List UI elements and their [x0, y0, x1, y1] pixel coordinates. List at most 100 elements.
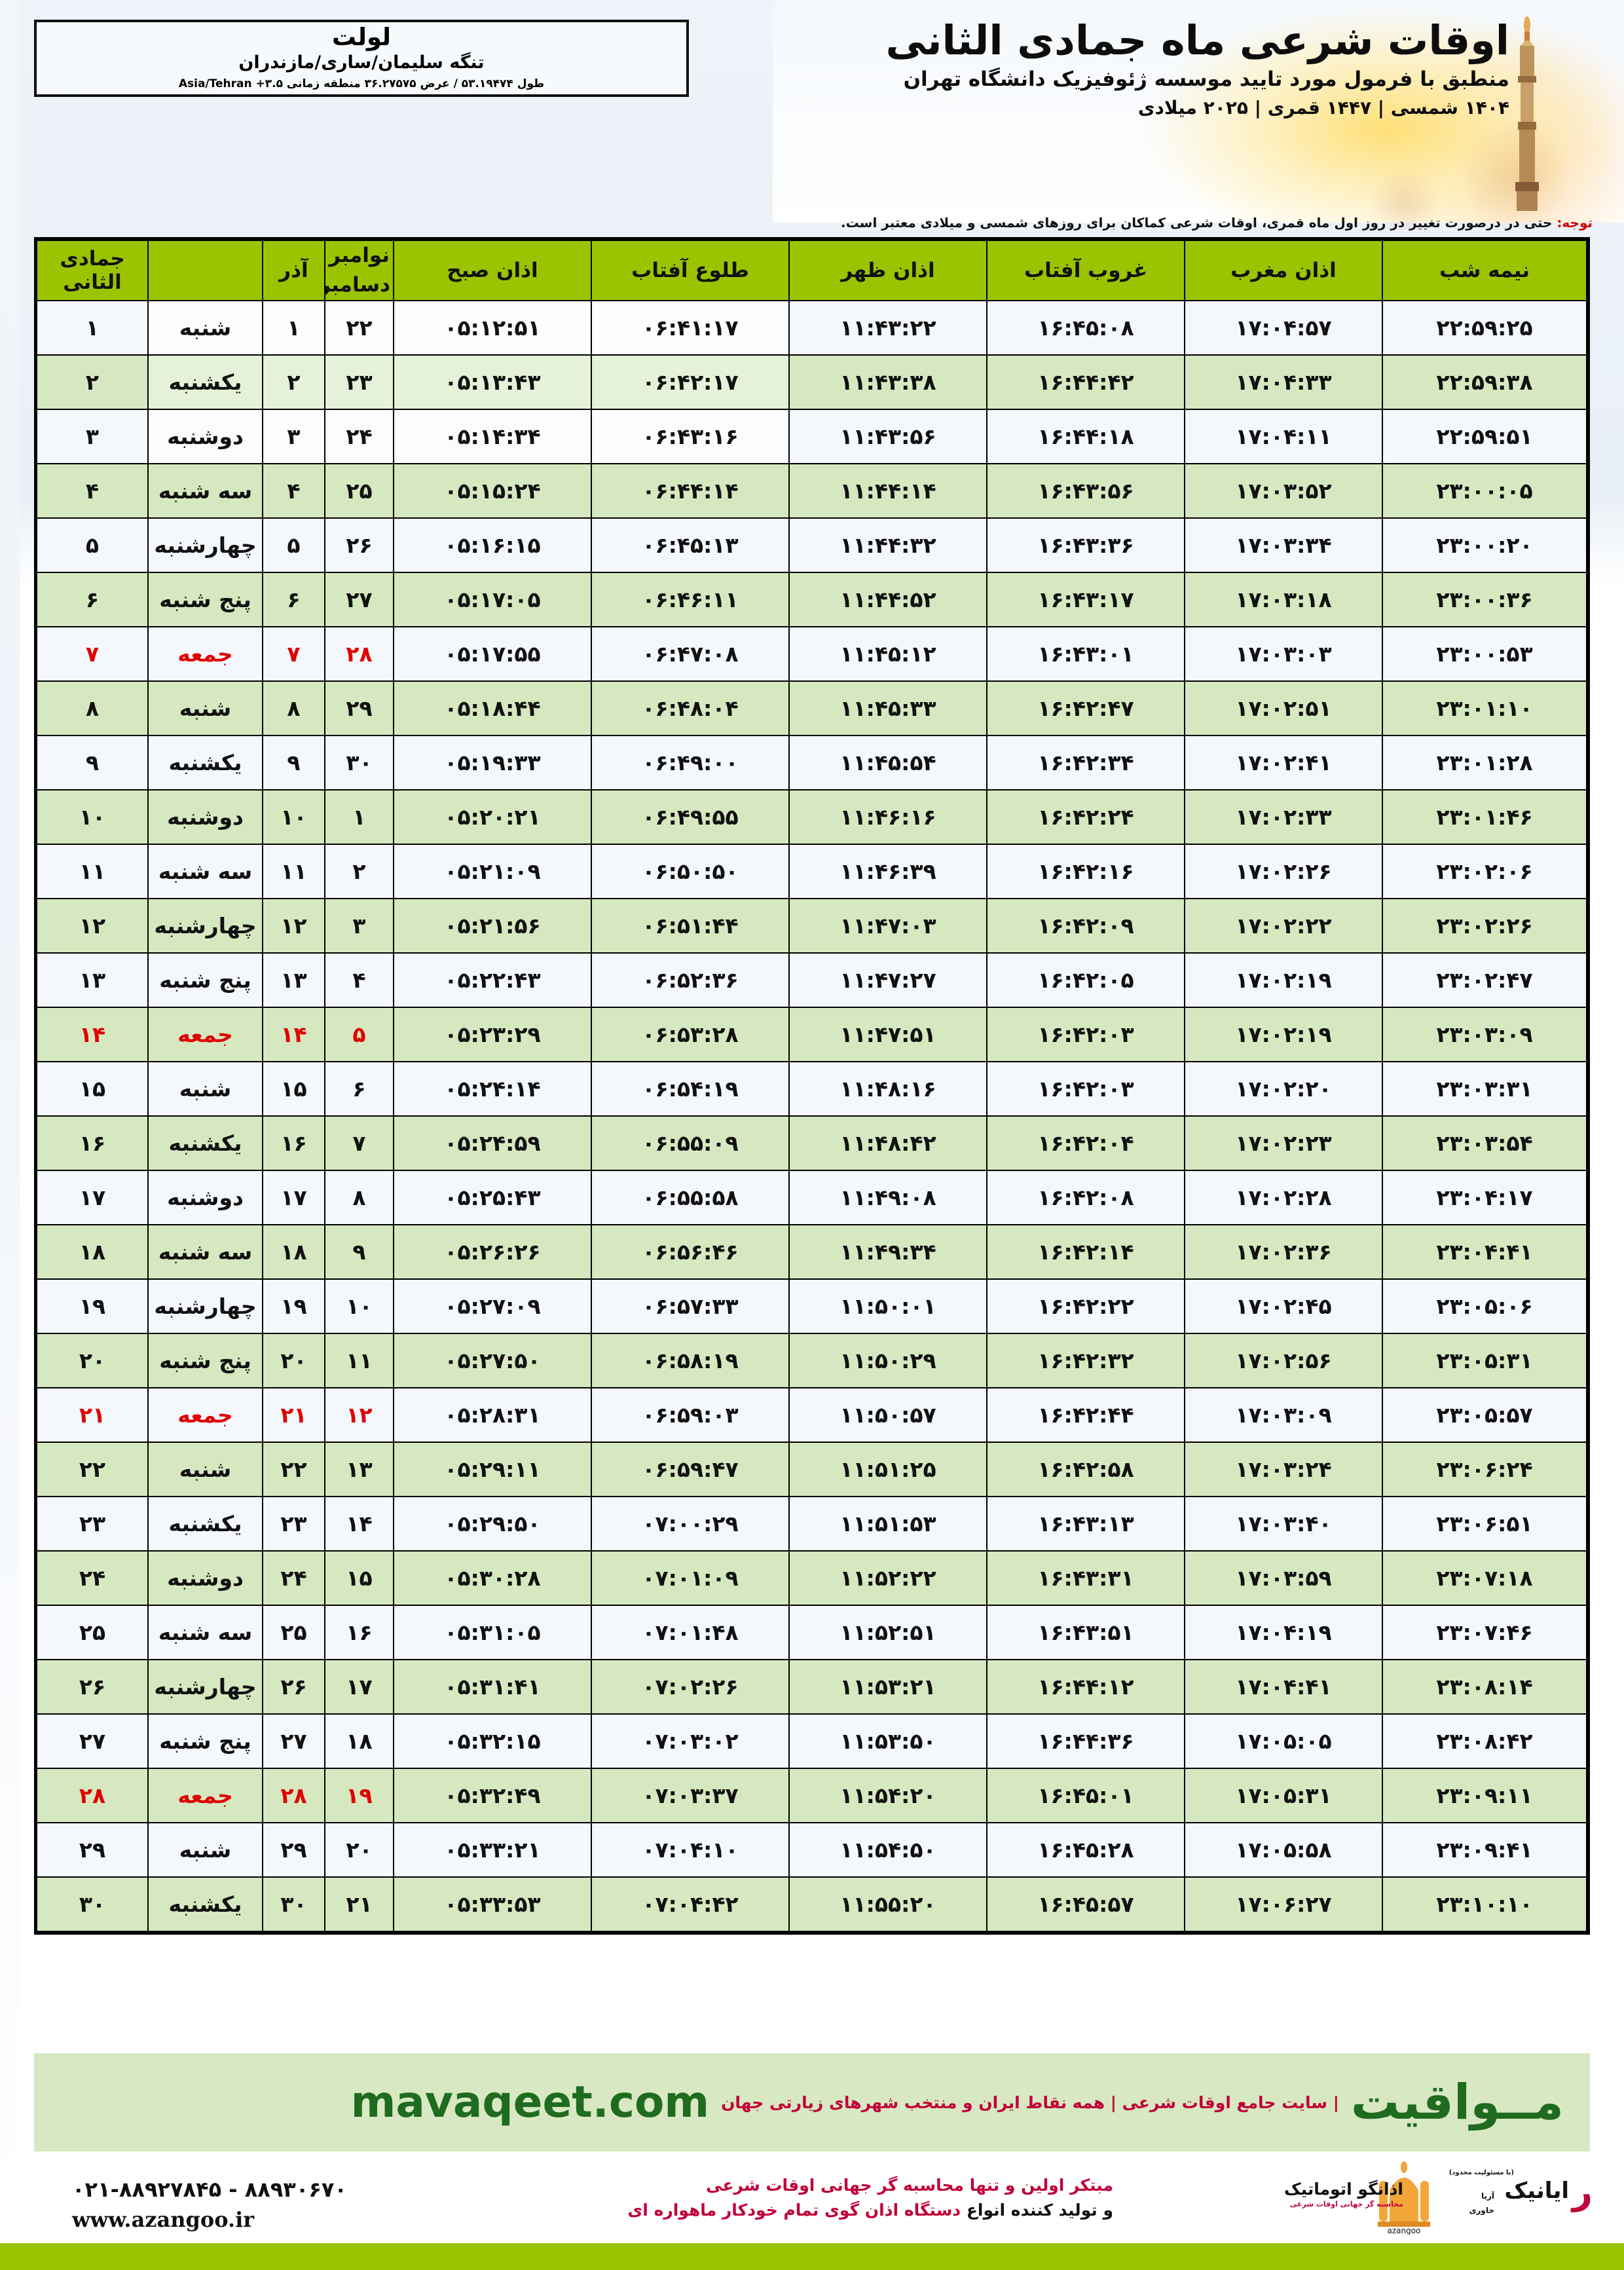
table-header-row: نیمه شب اذان مغرب غروب آفتاب اذان ظهر طل…	[36, 240, 1587, 301]
cell-miladi: ۱۱	[324, 1332, 394, 1388]
cell-ghorub: ۱۶:۴۲:۲۲	[986, 1278, 1185, 1334]
cell-zohr: ۱۱:۵۳:۲۱	[788, 1658, 987, 1715]
cell-ghamari: ۲	[36, 354, 149, 410]
cell-miladi: ۱۳	[324, 1441, 394, 1497]
cell-tolu: ۰۷:۰۲:۲۶	[591, 1658, 790, 1715]
table-row: ۲۲:۵۹:۳۸ ۱۷:۰۴:۳۳ ۱۶:۴۴:۴۲ ۱۱:۴۳:۳۸ ۰۶:۴۲:۱۷…	[36, 354, 1587, 410]
cell-maghreb: ۱۷:۰۲:۱۹	[1184, 952, 1383, 1008]
cell-tolu: ۰۷:۰۳:۳۷	[591, 1767, 790, 1823]
header-decoration	[773, 0, 1624, 223]
cell-weekday: شنبه	[147, 680, 263, 736]
cell-weekday: جمعه	[147, 1767, 263, 1823]
cell-sobh: ۰۵:۳۰:۲۸	[393, 1550, 592, 1606]
contact-website[interactable]: www.azangoo.ir	[72, 2207, 255, 2233]
cell-maghreb: ۱۷:۰۲:۲۳	[1184, 1115, 1383, 1171]
cell-zohr: ۱۱:۴۵:۱۲	[788, 625, 987, 682]
cell-nimeshab: ۲۳:۰۶:۵۱	[1382, 1495, 1587, 1552]
cell-ghamari: ۲۱	[36, 1386, 149, 1443]
cell-weekday: یکشنبه	[147, 1115, 263, 1171]
cell-zohr: ۱۱:۴۴:۱۴	[788, 462, 987, 519]
cell-weekday: شنبه	[147, 1441, 263, 1497]
bottom-description: مبتکر اولین و تنها محاسبه گر جهانی اوقات…	[627, 2173, 1113, 2222]
col-header-tolu: طلوع آفتاب	[591, 240, 790, 301]
cell-sobh: ۰۵:۲۵:۴۳	[393, 1169, 592, 1225]
table-row: ۲۳:۰۱:۱۰ ۱۷:۰۲:۵۱ ۱۶:۴۲:۴۷ ۱۱:۴۵:۳۳ ۰۶:۴۸:۰۴…	[36, 680, 1587, 736]
cell-shamsi: ۲۰	[262, 1332, 325, 1388]
table-row: ۲۳:۰۲:۰۶ ۱۷:۰۲:۲۶ ۱۶:۴۲:۱۶ ۱۱:۴۶:۳۹ ۰۶:۵۰:۵۰…	[36, 843, 1587, 899]
note-label: توجه:	[1557, 215, 1593, 231]
cell-sobh: ۰۵:۲۸:۳۱	[393, 1386, 592, 1443]
cell-tolu: ۰۶:۵۷:۳۳	[591, 1278, 790, 1334]
rayanik-sub2: آریا	[1481, 2191, 1494, 2201]
cell-miladi: ۳۰	[324, 734, 394, 791]
table-row: ۲۳:۰۵:۰۶ ۱۷:۰۲:۴۵ ۱۶:۴۲:۲۲ ۱۱:۵۰:۰۱ ۰۶:۵۷:۳۳…	[36, 1278, 1587, 1334]
cell-sobh: ۰۵:۲۶:۲۶	[393, 1223, 592, 1280]
azangoo-name: اذانگو اتوماتیک	[1284, 2180, 1403, 2199]
cell-ghorub: ۱۶:۴۳:۵۶	[986, 462, 1185, 519]
cell-ghamari: ۱۹	[36, 1278, 149, 1334]
cell-ghamari: ۱۷	[36, 1169, 149, 1225]
cell-weekday: چهارشنبه	[147, 517, 263, 573]
cell-miladi: ۶	[324, 1060, 394, 1117]
cell-ghorub: ۱۶:۴۵:۵۷	[986, 1876, 1185, 1932]
cell-nimeshab: ۲۳:۰۷:۱۸	[1382, 1550, 1587, 1606]
dome-decoration	[1349, 98, 1624, 229]
cell-zohr: ۱۱:۵۳:۵۰	[788, 1713, 987, 1769]
cell-zohr: ۱۱:۴۵:۳۳	[788, 680, 987, 736]
cell-tolu: ۰۷:۰۳:۰۲	[591, 1713, 790, 1769]
cell-shamsi: ۲۶	[262, 1658, 325, 1715]
cell-shamsi: ۲۲	[262, 1441, 325, 1497]
cell-weekday: شنبه	[147, 1060, 263, 1117]
cell-ghamari: ۹	[36, 734, 149, 791]
cell-miladi: ۱۴	[324, 1495, 394, 1552]
cell-nimeshab: ۲۲:۵۹:۲۵	[1382, 299, 1587, 356]
cell-weekday: چهارشنبه	[147, 1278, 263, 1334]
cell-nimeshab: ۲۳:۰۶:۲۴	[1382, 1441, 1587, 1497]
cell-miladi: ۲۱	[324, 1876, 394, 1932]
cell-weekday: یکشنبه	[147, 1495, 263, 1552]
cell-ghamari: ۱۰	[36, 789, 149, 845]
cell-zohr: ۱۱:۴۷:۲۷	[788, 952, 987, 1008]
cell-miladi: ۳	[324, 897, 394, 954]
cell-miladi: ۱۹	[324, 1767, 394, 1823]
table-row: ۲۳:۰۱:۲۸ ۱۷:۰۲:۴۱ ۱۶:۴۲:۳۴ ۱۱:۴۵:۵۴ ۰۶:۴۹:۰۰…	[36, 734, 1587, 791]
col-header-shamsi: آذر	[262, 240, 325, 301]
table-row: ۲۳:۰۶:۵۱ ۱۷:۰۳:۴۰ ۱۶:۴۳:۱۳ ۱۱:۵۱:۵۳ ۰۷:۰۰:۲۹…	[36, 1495, 1587, 1552]
table-row: ۲۳:۰۸:۴۲ ۱۷:۰۵:۰۵ ۱۶:۴۴:۳۶ ۱۱:۵۳:۵۰ ۰۷:۰۳:۰۲…	[36, 1713, 1587, 1769]
table-row: ۲۳:۰۰:۰۵ ۱۷:۰۳:۵۲ ۱۶:۴۳:۵۶ ۱۱:۴۴:۱۴ ۰۶:۴۴:۱۴…	[36, 462, 1587, 519]
table-row: ۲۳:۰۰:۵۳ ۱۷:۰۳:۰۳ ۱۶:۴۳:۰۱ ۱۱:۴۵:۱۲ ۰۶:۴۷:۰۸…	[36, 625, 1587, 682]
table-row: ۲۳:۰۴:۱۷ ۱۷:۰۲:۲۸ ۱۶:۴۲:۰۸ ۱۱:۴۹:۰۸ ۰۶:۵۵:۵۸…	[36, 1169, 1587, 1225]
col-header-sobh: اذان صبح	[393, 240, 592, 301]
cell-shamsi: ۸	[262, 680, 325, 736]
cell-tolu: ۰۷:۰۰:۲۹	[591, 1495, 790, 1552]
cell-ghorub: ۱۶:۴۳:۳۶	[986, 517, 1185, 573]
cell-sobh: ۰۵:۲۷:۰۹	[393, 1278, 592, 1334]
cell-shamsi: ۲۴	[262, 1550, 325, 1606]
cell-zohr: ۱۱:۵۰:۵۷	[788, 1386, 987, 1443]
cell-shamsi: ۱۵	[262, 1060, 325, 1117]
cell-ghorub: ۱۶:۴۲:۳۲	[986, 1332, 1185, 1388]
azangoo-slogan: محاسبه گر جهانی اوقات شرعی	[1289, 2200, 1403, 2208]
cell-weekday: جمعه	[147, 1006, 263, 1062]
cell-weekday: چهارشنبه	[147, 897, 263, 954]
cell-nimeshab: ۲۳:۰۳:۵۴	[1382, 1115, 1587, 1171]
cell-nimeshab: ۲۳:۰۲:۲۶	[1382, 897, 1587, 954]
table-row: ۲۳:۰۶:۲۴ ۱۷:۰۳:۲۴ ۱۶:۴۲:۵۸ ۱۱:۵۱:۲۵ ۰۶:۵۹:۴۷…	[36, 1441, 1587, 1497]
cell-zohr: ۱۱:۴۳:۵۶	[788, 408, 987, 464]
cell-zohr: ۱۱:۵۰:۰۱	[788, 1278, 987, 1334]
table-row: ۲۳:۰۲:۴۷ ۱۷:۰۲:۱۹ ۱۶:۴۲:۰۵ ۱۱:۴۷:۲۷ ۰۶:۵۲:۳۶…	[36, 952, 1587, 1008]
footer-tagline: | سایت جامع اوقات شرعی | همه نقاط ایران …	[721, 2093, 1339, 2112]
rayanik-logo: (با مسئولیت محدود) ر ایانیک آریا خاوری	[1449, 2165, 1593, 2231]
cell-nimeshab: ۲۳:۰۵:۳۱	[1382, 1332, 1587, 1388]
cell-zohr: ۱۱:۴۶:۱۶	[788, 789, 987, 845]
cell-miladi: ۲۸	[324, 625, 394, 682]
table-row: ۲۳:۰۹:۴۱ ۱۷:۰۵:۵۸ ۱۶:۴۵:۲۸ ۱۱:۵۴:۵۰ ۰۷:۰۴:۱۰…	[36, 1821, 1587, 1878]
footer-website[interactable]: mavaqeet.com	[350, 2077, 710, 2127]
cell-shamsi: ۲۷	[262, 1713, 325, 1769]
cell-miladi: ۱۲	[324, 1386, 394, 1443]
cell-ghamari: ۴	[36, 462, 149, 519]
cell-nimeshab: ۲۳:۰۴:۱۷	[1382, 1169, 1587, 1225]
cell-zohr: ۱۱:۴۹:۰۸	[788, 1169, 987, 1225]
cell-tolu: ۰۷:۰۱:۰۹	[591, 1550, 790, 1606]
